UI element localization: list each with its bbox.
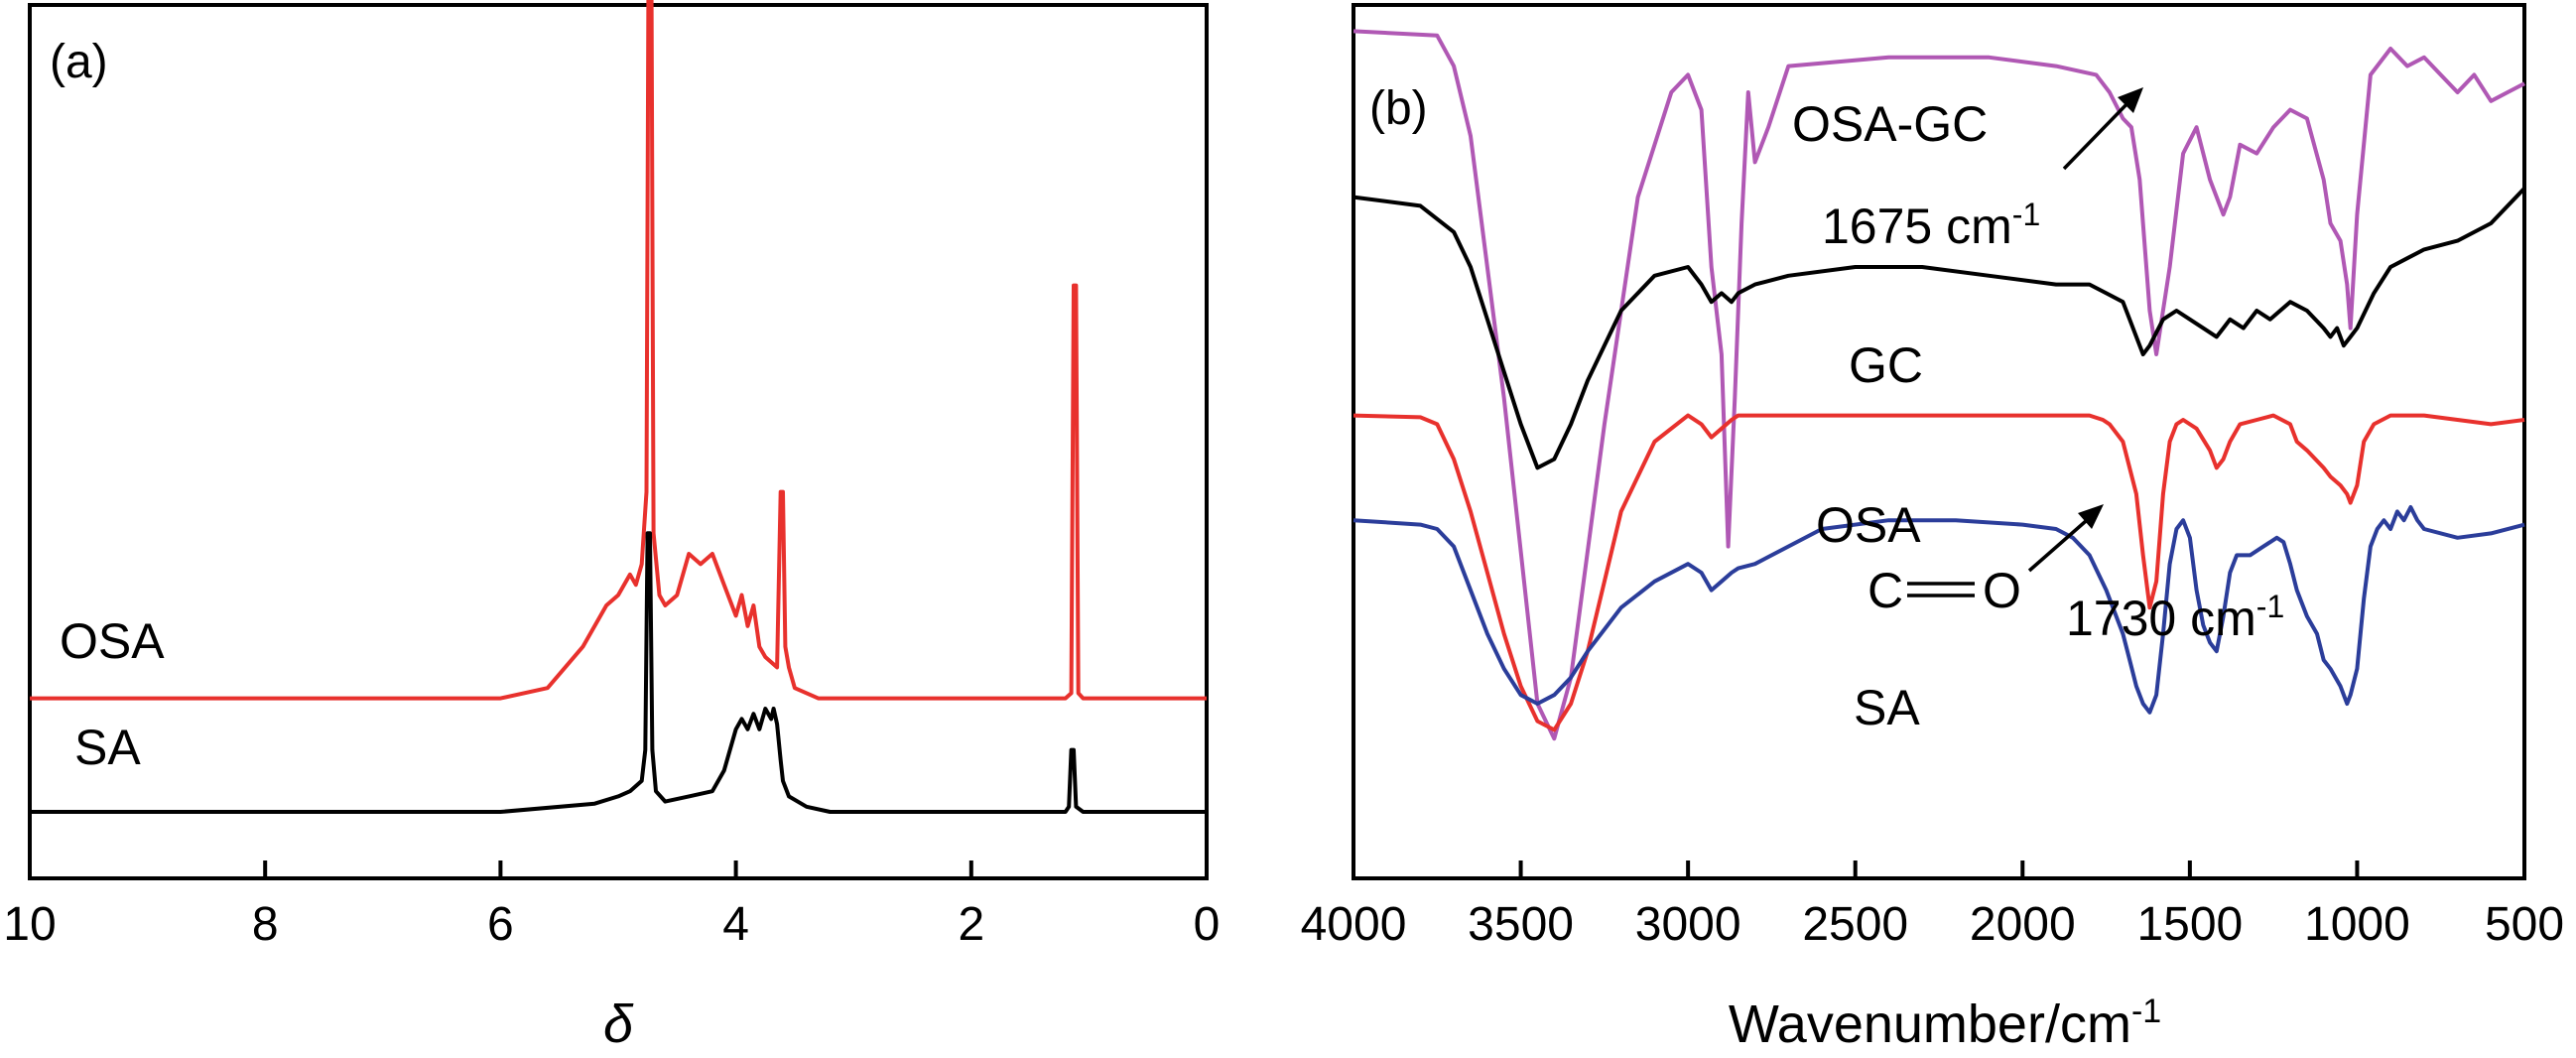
series-line-osa	[1352, 413, 2525, 732]
x-tick-label: 2000	[1970, 898, 2076, 951]
x-tick-label: 8	[252, 898, 279, 951]
x-tick-label: 2	[958, 898, 984, 951]
panel-a-series-label-osa: OSA	[60, 613, 165, 669]
annotation-1675-text: 1675 cm-1	[1822, 197, 2040, 254]
annotation-1730-arrowhead	[2078, 504, 2104, 529]
panel-b-x-axis-label: Wavenumber/cm-1	[1729, 992, 2161, 1053]
series-line-sa	[1352, 505, 2525, 715]
panel-a-series	[30, 0, 1207, 814]
annotation-1675-arrowhead	[2118, 87, 2143, 113]
series-line-gc	[1352, 187, 2526, 470]
panel-b-series-label-gc: GC	[1849, 337, 1923, 393]
x-tick-label: 3500	[1468, 898, 1574, 951]
annotation-c-text: C	[1868, 563, 1903, 618]
panel-a-label: (a)	[50, 36, 108, 88]
panel-a-frame	[28, 3, 1209, 880]
panel-a-x-ticks: 10 8 6 4 2 0	[3, 860, 1220, 951]
panel-a-x-axis-label: δ	[603, 994, 634, 1053]
annotation-1730-text: 1730 cm-1	[2066, 589, 2284, 646]
panel-b-x-ticks: 4000 3500 3000 2500 2000 1500 1000 500	[1301, 860, 2564, 951]
x-tick-label: 6	[487, 898, 514, 951]
series-line-osa-gc	[1352, 29, 2525, 741]
panel-b-series-label-sa: SA	[1854, 680, 1920, 735]
x-tick-label: 4000	[1301, 898, 1407, 951]
x-tick-label: 2500	[1802, 898, 1908, 951]
x-tick-label: 3000	[1635, 898, 1741, 951]
panel-b-series-label-osa: OSA	[1816, 497, 1921, 553]
annotation-1675-arrow	[2062, 95, 2135, 171]
panel-b-label: (b)	[1369, 82, 1428, 135]
annotation-o-text: O	[1983, 563, 2021, 618]
x-tick-label: 500	[2485, 898, 2564, 951]
panel-a-series-label-sa: SA	[74, 720, 141, 775]
panel-a: (a) 10 8 6 4 2 0 OSA SA δ	[3, 0, 1220, 1054]
panel-b-frame	[1352, 3, 2526, 880]
series-line-sa	[30, 531, 1207, 814]
x-tick-label: 1500	[2136, 898, 2243, 951]
x-tick-label: 10	[3, 898, 56, 951]
x-tick-label: 4	[722, 898, 749, 951]
x-tick-label: 0	[1194, 898, 1221, 951]
x-tick-label: 1000	[2304, 898, 2410, 951]
panel-b-series	[1352, 29, 2526, 741]
panel-b: (b) 4000 3500 3000 2500 2000 1500 1000 500 OSA-…	[1301, 3, 2564, 1054]
series-line-osa	[30, 0, 1207, 701]
annotation-1730-arrow	[2027, 512, 2096, 573]
panel-b-series-label-osa-gc: OSA-GC	[1792, 96, 1988, 152]
